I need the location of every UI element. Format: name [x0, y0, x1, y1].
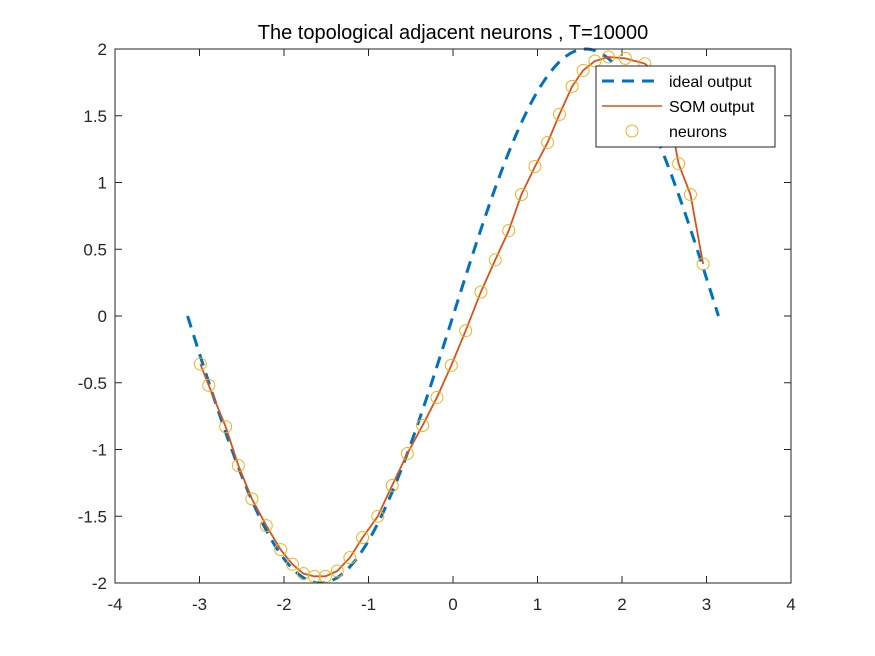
y-tick-label: -0.5 [78, 374, 107, 393]
neuron-point [474, 285, 488, 299]
neuron-point [400, 447, 414, 460]
neuron-point [618, 51, 632, 65]
neuron-point [318, 569, 332, 583]
legend-swatch-neurons [625, 124, 639, 138]
x-tick-label: -3 [192, 595, 207, 614]
neuron-point [219, 420, 233, 434]
neuron-point [330, 564, 344, 578]
neuron-point [343, 551, 357, 565]
neuron-point [672, 157, 686, 171]
neuron-point [514, 188, 528, 202]
neuron-point [245, 492, 259, 506]
neuron-point [444, 358, 458, 372]
y-tick-label: -2 [92, 574, 107, 593]
neuron-point [696, 257, 710, 271]
legend-label-som-output: SOM output [669, 99, 755, 116]
neuron-point [588, 54, 602, 68]
neuron-point [683, 188, 697, 202]
y-tick-label: 2 [98, 40, 107, 59]
y-tick-label: -1.5 [78, 507, 107, 526]
neuron-point [202, 378, 216, 392]
neuron-point [576, 63, 590, 77]
y-tick-label: 1.5 [83, 107, 107, 126]
neuron-point [565, 79, 579, 93]
neuron-point [371, 509, 385, 523]
x-tick-label: -2 [276, 595, 291, 614]
x-tick-label: -1 [361, 595, 376, 614]
neuron-point [259, 519, 273, 533]
neuron-point [356, 531, 370, 545]
x-axis-ticks: -4 -3 -2 -1 0 1 2 3 4 [107, 49, 796, 614]
x-tick-label: 3 [702, 595, 711, 614]
series-line-som-output [199, 56, 705, 578]
y-tick-label: 1 [98, 174, 107, 193]
x-tick-label: 2 [617, 595, 626, 614]
x-tick-label: -4 [107, 595, 122, 614]
neuron-point [541, 135, 555, 149]
chart-title: The topological adjacent neurons , T=100… [258, 22, 648, 44]
neuron-point [459, 324, 473, 338]
neuron-point [231, 459, 245, 473]
neuron-point [502, 224, 516, 238]
x-tick-label: 1 [533, 595, 542, 614]
neuron-point [528, 159, 542, 173]
y-tick-label: -1 [92, 441, 107, 460]
x-tick-label: 0 [448, 595, 457, 614]
neuron-point [193, 357, 207, 371]
neuron-point [307, 569, 321, 583]
axes-box [114, 48, 792, 584]
y-tick-label: 0 [98, 307, 107, 326]
neuron-point [430, 390, 444, 404]
neuron-point [601, 50, 615, 64]
neuron-point [416, 418, 430, 432]
legend: ideal output SOM output neurons [595, 65, 776, 148]
neuron-point [385, 479, 399, 493]
neuron-point [552, 107, 566, 121]
legend-label-neurons: neurons [669, 124, 727, 141]
neuron-point [285, 557, 299, 571]
x-tick-label: 4 [786, 595, 795, 614]
neuron-point [274, 543, 288, 557]
y-tick-label: 0.5 [83, 240, 107, 259]
y-axis-ticks: -2 -1.5 -1 -0.5 0 0.5 1 1.5 2 [78, 40, 791, 593]
neuron-point [488, 253, 502, 267]
legend-label-ideal-output: ideal output [669, 74, 752, 91]
